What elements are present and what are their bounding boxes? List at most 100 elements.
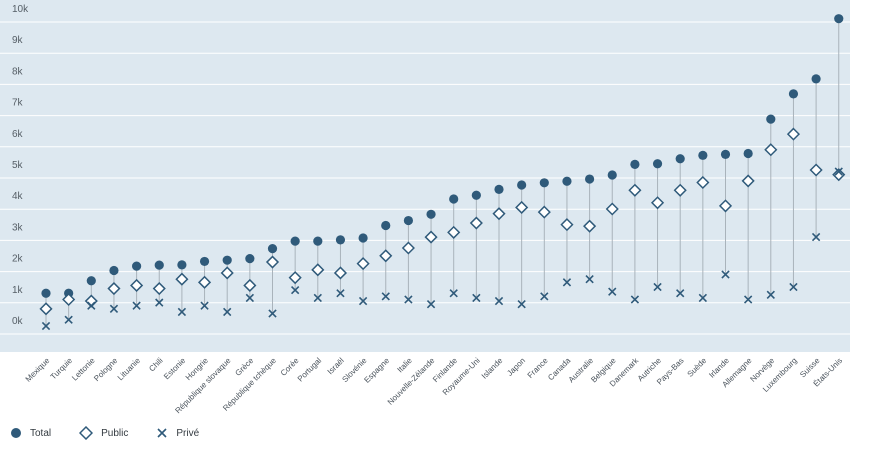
point-total [381, 220, 391, 231]
point-total [539, 178, 549, 188]
point-prive [336, 289, 345, 298]
point-total [585, 174, 595, 184]
point-prive [404, 295, 413, 304]
point-public [130, 278, 144, 293]
y-tick-label: 3k [12, 222, 24, 233]
point-public [515, 200, 529, 215]
circle-marker-icon [11, 428, 21, 438]
point-prive [811, 232, 821, 242]
point-public [741, 174, 755, 188]
point-total [517, 180, 527, 190]
point-total [471, 190, 481, 200]
point-prive [517, 299, 526, 309]
y-tick-label: 0k [12, 316, 24, 327]
point-public [809, 163, 823, 177]
point-total [449, 194, 459, 204]
point-prive [585, 275, 594, 284]
point-total [743, 148, 753, 159]
x-tick-label: Israël [326, 356, 346, 376]
point-prive [743, 295, 753, 304]
point-total [154, 260, 164, 270]
data-points [39, 14, 846, 331]
point-public [650, 196, 665, 210]
point-prive [426, 299, 436, 309]
point-public [107, 281, 121, 296]
point-prive [721, 270, 730, 279]
point-prive [562, 278, 572, 287]
point-prive [608, 287, 617, 296]
point-public [786, 127, 801, 141]
point-prive [698, 293, 708, 303]
point-total [403, 215, 413, 226]
point-public [311, 263, 325, 277]
legend-label-public: Public [101, 427, 129, 439]
diamond-marker-icon [79, 426, 94, 440]
point-public [401, 241, 415, 255]
gridlines [0, 21, 850, 335]
point-prive [676, 289, 685, 298]
point-public [197, 275, 212, 289]
y-tick-label: 7k [12, 98, 24, 109]
point-prive [494, 296, 504, 306]
point-prive [64, 315, 73, 324]
legend-item-prive: Privé [156, 427, 199, 439]
point-total [358, 233, 368, 243]
y-axis: 0k 1k 2k 3k 4k 5k 6k 7k 8k 9k 10k [12, 4, 29, 327]
point-total [86, 276, 96, 286]
point-prive [630, 295, 640, 304]
point-total [335, 235, 346, 245]
point-prive [155, 298, 164, 307]
point-prive [132, 301, 141, 310]
point-prive [789, 282, 798, 292]
point-prive [381, 292, 390, 301]
x-tick-label: Lituanie [116, 356, 143, 383]
x-tick-label: Espagne [362, 356, 391, 385]
plot-area [0, 0, 850, 352]
point-total [675, 154, 685, 164]
point-public [39, 302, 53, 316]
point-public [356, 257, 370, 271]
point-total [562, 176, 572, 186]
point-prive [245, 293, 255, 303]
point-prive [653, 282, 662, 292]
point-prive [834, 167, 843, 176]
point-public [243, 278, 257, 293]
point-public [605, 202, 619, 216]
point-public [469, 216, 483, 230]
point-public [220, 266, 234, 280]
point-total [109, 265, 119, 276]
y-tick-label: 8k [12, 66, 24, 77]
point-total [177, 260, 187, 270]
point-total [290, 236, 300, 246]
point-public [265, 255, 280, 269]
x-tick-label: Estonie [162, 356, 188, 382]
y-tick-label: 9k [12, 35, 24, 46]
point-prive [766, 290, 775, 299]
point-prive [87, 301, 96, 310]
point-prive [449, 289, 458, 298]
point-public [333, 266, 348, 280]
point-total [630, 159, 640, 169]
point-total [41, 288, 51, 298]
point-prive [358, 296, 368, 306]
point-total [720, 149, 731, 159]
point-prive [290, 285, 300, 295]
point-total [199, 256, 210, 267]
point-total [788, 89, 799, 99]
point-public [492, 207, 506, 221]
point-public [288, 271, 302, 285]
x-tick-label: Islande [480, 356, 505, 381]
x-tick-label: Portugal [296, 356, 324, 384]
point-total [426, 209, 436, 219]
point-prive [540, 292, 549, 301]
point-total [313, 236, 323, 246]
legend: Total Public Privé [10, 424, 227, 442]
point-public [696, 175, 710, 190]
point-public [832, 168, 846, 182]
point-prive [200, 301, 209, 310]
point-total [811, 74, 821, 84]
y-tick-label: 2k [12, 254, 24, 265]
point-prive [177, 307, 187, 317]
